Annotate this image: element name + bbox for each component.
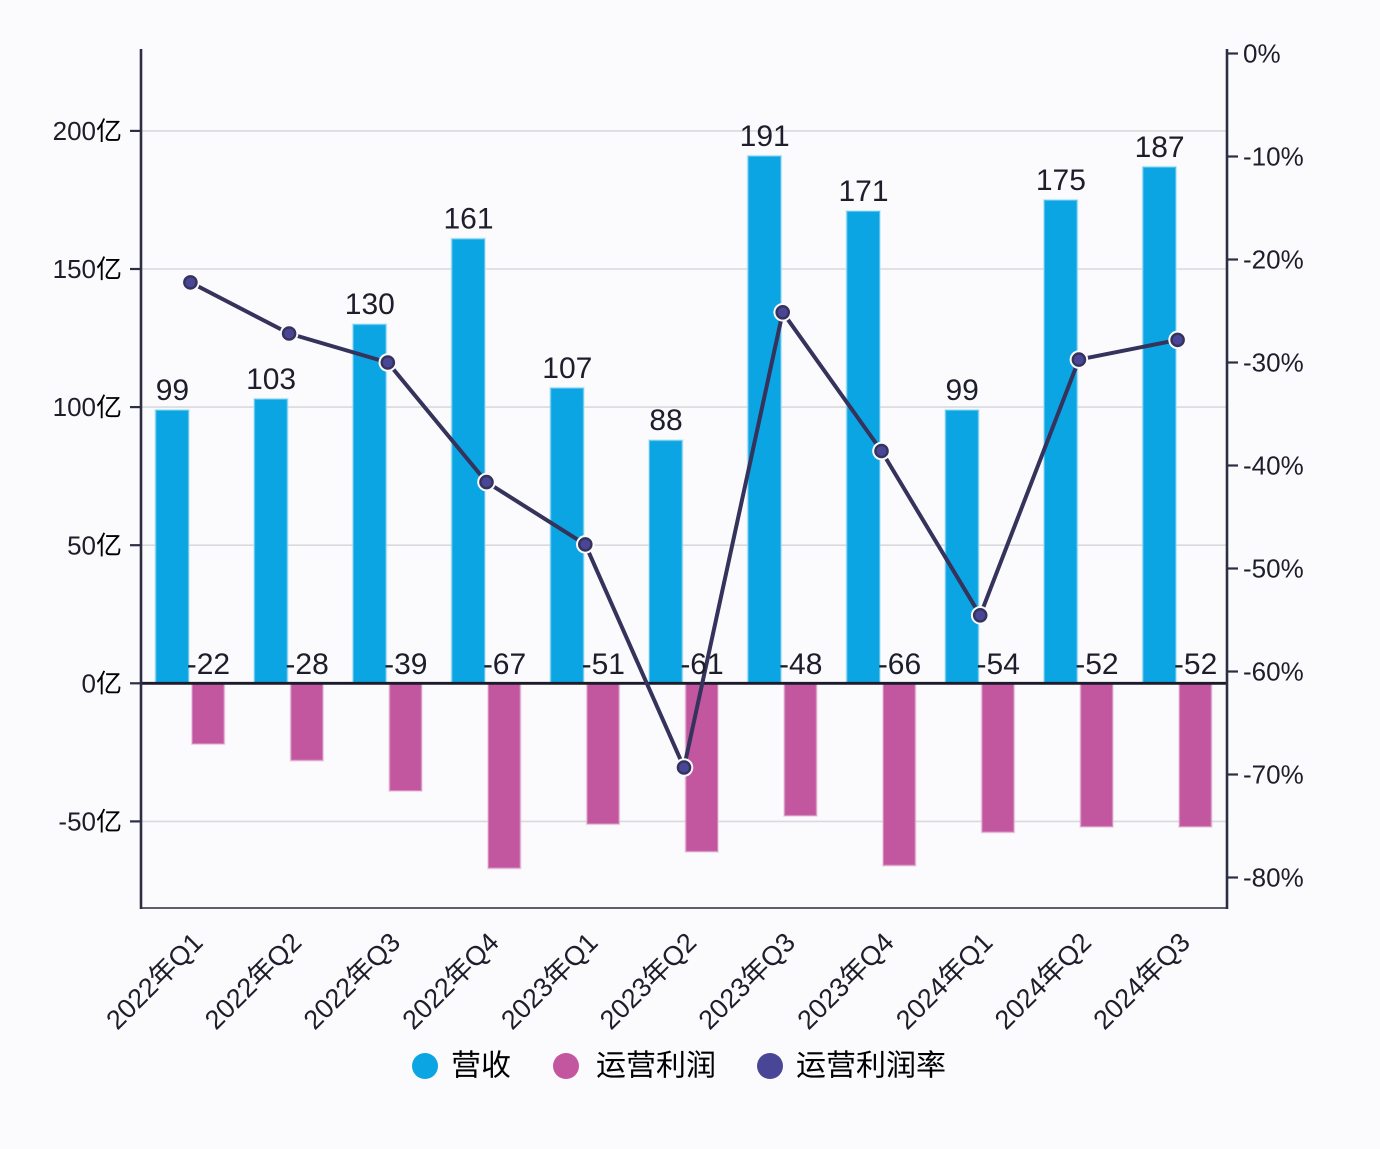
- svg-text:0: 0: [82, 668, 96, 698]
- svg-text:175: 175: [1036, 164, 1086, 197]
- svg-text:88: 88: [649, 404, 682, 437]
- svg-text:-48: -48: [779, 648, 822, 681]
- svg-text:99: 99: [946, 374, 979, 407]
- svg-text:-39: -39: [384, 648, 427, 681]
- svg-text:200: 200: [53, 116, 96, 146]
- svg-text:-67: -67: [483, 648, 526, 681]
- svg-text:-52: -52: [1174, 648, 1217, 681]
- svg-text:161: 161: [443, 203, 493, 236]
- svg-text:99: 99: [156, 374, 189, 407]
- svg-text:-51: -51: [582, 648, 625, 681]
- svg-text:-66: -66: [878, 648, 921, 681]
- svg-text:-10%: -10%: [1243, 142, 1304, 172]
- svg-text:-61: -61: [680, 648, 723, 681]
- svg-text:171: 171: [838, 175, 888, 208]
- svg-text:-70%: -70%: [1243, 760, 1304, 790]
- svg-text:-30%: -30%: [1243, 348, 1304, 378]
- svg-text:-20%: -20%: [1243, 245, 1304, 275]
- svg-text:-52: -52: [1075, 648, 1118, 681]
- svg-text:107: 107: [542, 352, 592, 385]
- svg-text:100: 100: [53, 392, 96, 422]
- svg-text:-50%: -50%: [1243, 554, 1304, 584]
- svg-text:-60%: -60%: [1243, 657, 1304, 687]
- svg-text:0%: 0%: [1243, 39, 1281, 69]
- svg-text:-80%: -80%: [1243, 863, 1304, 893]
- svg-text:-28: -28: [285, 648, 328, 681]
- svg-text:50: 50: [67, 530, 96, 560]
- svg-text:130: 130: [345, 288, 395, 321]
- svg-text:-22: -22: [187, 648, 230, 681]
- svg-text:-54: -54: [977, 648, 1020, 681]
- svg-text:187: 187: [1135, 131, 1185, 164]
- svg-text:150: 150: [53, 254, 96, 284]
- svg-text:-40%: -40%: [1243, 451, 1304, 481]
- svg-text:191: 191: [740, 120, 790, 153]
- svg-text:-50: -50: [58, 807, 96, 837]
- svg-text:103: 103: [246, 363, 296, 396]
